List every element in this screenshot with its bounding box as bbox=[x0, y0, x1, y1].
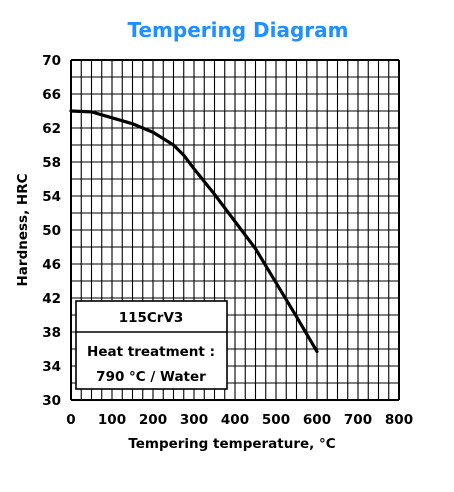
legend-material: 115CrV3 bbox=[119, 310, 184, 326]
legend-treatment-label: Heat treatment : bbox=[87, 344, 215, 360]
x-tick-label: 600 bbox=[303, 412, 331, 428]
x-tick-label: 500 bbox=[262, 412, 290, 428]
y-tick-label: 66 bbox=[42, 87, 61, 103]
x-tick-label: 700 bbox=[344, 412, 372, 428]
y-tick-label: 62 bbox=[42, 121, 61, 137]
x-tick-label: 300 bbox=[180, 412, 208, 428]
x-tick-label: 400 bbox=[221, 412, 249, 428]
y-tick-label: 46 bbox=[42, 257, 61, 273]
x-tick-label: 800 bbox=[385, 412, 413, 428]
x-tick-label: 200 bbox=[139, 412, 167, 428]
x-axis-label: Tempering temperature, °C bbox=[128, 436, 335, 452]
chart-title: Tempering Diagram bbox=[128, 18, 349, 42]
y-tick-labels: 30 34 38 42 46 50 54 58 62 66 70 bbox=[42, 53, 61, 409]
y-tick-label: 38 bbox=[42, 325, 61, 341]
x-tick-label: 0 bbox=[66, 412, 75, 428]
y-tick-label: 58 bbox=[42, 155, 61, 171]
y-tick-label: 42 bbox=[42, 291, 61, 307]
x-tick-label: 100 bbox=[98, 412, 126, 428]
y-axis-label: Hardness, HRC bbox=[15, 173, 31, 286]
legend-frame bbox=[75, 300, 228, 390]
x-tick-labels: 0 100 200 300 400 500 600 700 800 bbox=[66, 412, 413, 428]
y-tick-label: 54 bbox=[42, 189, 61, 205]
legend-box: 115CrV3 Heat treatment : 790 °C / Water bbox=[75, 300, 228, 390]
legend-treatment-value: 790 °C / Water bbox=[96, 369, 206, 385]
hardness-curve bbox=[69, 109, 319, 354]
y-tick-label: 30 bbox=[42, 393, 61, 409]
y-tick-label: 50 bbox=[42, 223, 61, 239]
y-tick-label: 70 bbox=[42, 53, 61, 69]
series-layer bbox=[69, 109, 319, 354]
y-tick-label: 34 bbox=[42, 359, 61, 375]
